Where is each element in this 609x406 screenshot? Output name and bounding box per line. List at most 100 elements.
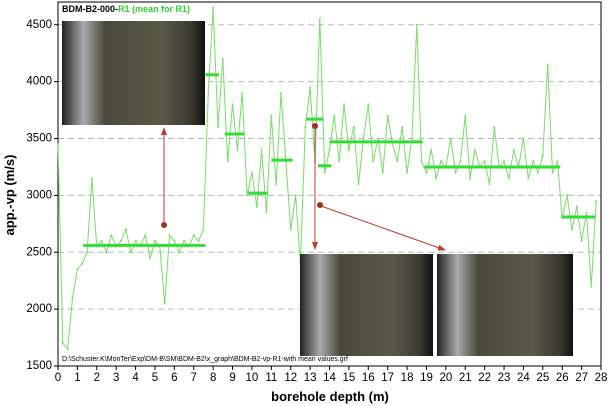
x-tick-label: 15 (342, 372, 355, 384)
data-point (323, 171, 326, 174)
title-part: BDM-B2-000- (62, 4, 118, 14)
x-axis-label: borehole depth (m) (271, 389, 389, 404)
data-point (270, 114, 273, 117)
x-tick-label: 24 (517, 372, 530, 384)
x-tick-label: 4 (132, 372, 139, 384)
marker-dot (317, 202, 323, 208)
data-point (250, 171, 253, 174)
data-point (566, 194, 569, 197)
data-point (163, 302, 166, 305)
data-point (202, 228, 205, 231)
x-tick-label: 7 (191, 372, 197, 384)
data-point (362, 137, 365, 140)
data-point (124, 228, 127, 231)
data-point (507, 177, 510, 180)
data-point (57, 143, 59, 146)
data-point (512, 148, 515, 151)
data-point (396, 160, 399, 163)
y-tick-label: 3000 (26, 189, 52, 201)
data-point (61, 342, 64, 345)
x-tick-label: 9 (229, 372, 235, 384)
data-point (503, 160, 506, 163)
data-point (183, 239, 186, 242)
data-point (570, 228, 573, 231)
data-point (241, 92, 244, 94)
data-point (304, 126, 307, 129)
x-tick-label: 23 (498, 372, 511, 384)
data-point (464, 114, 467, 117)
data-point (289, 228, 292, 231)
data-point (105, 251, 108, 254)
x-tick-label: 3 (113, 372, 119, 384)
data-point (66, 347, 69, 350)
data-point (275, 183, 278, 185)
title-part: R1 (mean for R1) (118, 4, 190, 14)
core-photo (300, 254, 433, 356)
x-tick-label: 18 (401, 372, 414, 384)
x-tick-label: 20 (439, 372, 452, 384)
x-tick-label: 13 (304, 372, 317, 384)
x-tick-label: 19 (420, 372, 433, 384)
data-point (168, 234, 171, 237)
x-tick-label: 28 (595, 372, 608, 384)
x-tick-label: 25 (536, 372, 549, 384)
x-tick-label: 0 (55, 372, 61, 384)
x-tick-label: 21 (459, 372, 472, 384)
data-point (420, 160, 423, 163)
data-point (435, 177, 438, 180)
data-point (129, 251, 132, 254)
data-point (294, 194, 297, 197)
data-point (376, 137, 379, 140)
y-tick-label: 4000 (26, 76, 52, 88)
data-point (309, 86, 312, 89)
x-tick-label: 17 (381, 372, 394, 384)
file-path: D:\Schuster.K\MonTer\Exp\DM-B\SM\BDM-B2\… (62, 356, 348, 363)
data-point (81, 262, 84, 265)
data-point (532, 160, 535, 163)
core-photo (62, 21, 205, 125)
data-point (527, 177, 530, 180)
y-tick-label: 2500 (26, 246, 52, 258)
data-point (343, 103, 346, 106)
data-point (425, 171, 428, 174)
data-point (149, 256, 152, 259)
data-point (173, 239, 176, 242)
data-point (415, 23, 418, 26)
data-point (469, 177, 472, 180)
data-point (590, 285, 593, 288)
data-point (192, 234, 195, 237)
x-tick-label: 1 (74, 372, 80, 384)
data-point (372, 160, 375, 163)
data-point (386, 114, 389, 117)
data-point (410, 137, 413, 140)
data-point (280, 92, 283, 94)
x-tick-label: 11 (265, 372, 277, 384)
data-point (347, 148, 350, 151)
data-point (246, 194, 249, 197)
data-point (71, 296, 74, 299)
data-point (381, 171, 384, 174)
data-point (236, 148, 239, 151)
arrow (320, 205, 446, 251)
data-point (216, 126, 219, 129)
chart-title: BDM-B2-000-R1 (mean for R1) (62, 4, 190, 14)
x-tick-label: 27 (575, 372, 588, 384)
data-point (546, 63, 549, 66)
data-point (440, 160, 443, 163)
data-point (231, 103, 234, 106)
data-point (357, 183, 360, 185)
data-point (595, 200, 598, 203)
data-point (575, 205, 578, 208)
y-tick-label: 4500 (26, 19, 52, 31)
data-point (459, 160, 462, 163)
data-point (367, 103, 370, 106)
y-tick-label: 1500 (26, 360, 52, 372)
x-tick-label: 6 (171, 372, 177, 384)
x-tick-label: 8 (210, 372, 216, 384)
data-point (473, 148, 476, 151)
data-point (585, 211, 588, 214)
data-point (153, 239, 156, 242)
data-point (556, 160, 559, 163)
data-point (449, 137, 452, 140)
